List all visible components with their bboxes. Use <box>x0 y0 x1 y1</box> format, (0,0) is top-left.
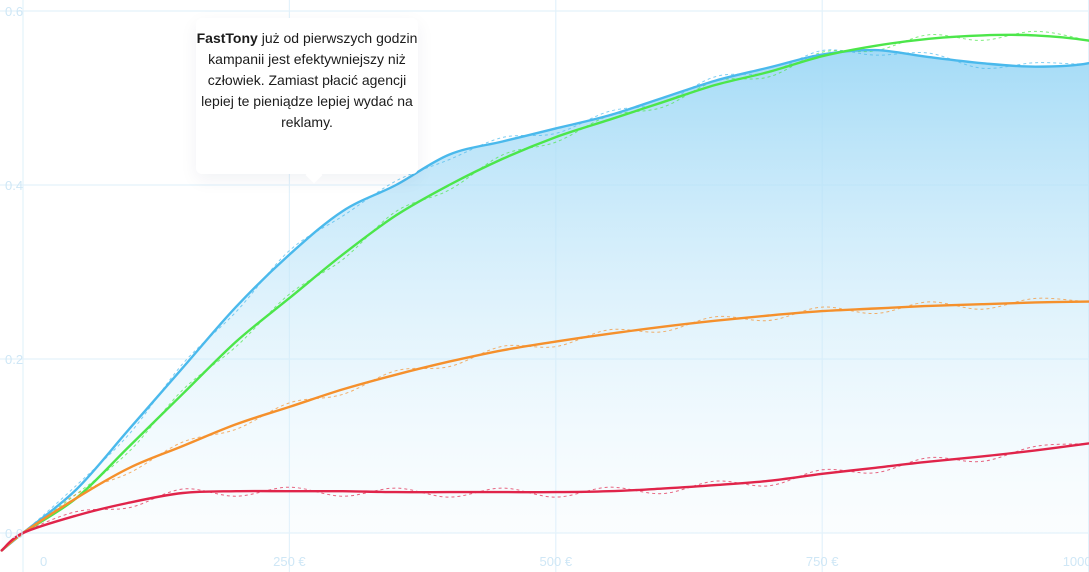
series-line <box>0 48 1089 552</box>
series-line <box>0 33 1089 552</box>
y-tick-label: 0.4 <box>5 178 23 193</box>
callout-text: już od pierwszych godzin kampanii jest e… <box>201 30 418 130</box>
x-tick-label: 0 <box>40 554 47 569</box>
callout-brand: FastTony <box>196 30 258 46</box>
series-line <box>0 300 1089 552</box>
x-tick-label: 1000 € <box>1063 554 1089 569</box>
x-tick-label: 750 € <box>806 554 839 569</box>
y-tick-label: 0.6 <box>5 4 23 19</box>
x-tick-label: 250 € <box>273 554 306 569</box>
area-fill <box>1 50 1089 551</box>
series-line <box>0 442 1089 552</box>
y-tick-label: 0.2 <box>5 352 23 367</box>
tick-labels: 0 250 € 500 € 750 € 1000 € 0.0 0.2 0.4 0.6 <box>5 4 1089 569</box>
series-lines <box>0 33 1089 552</box>
series-area <box>1 50 1089 551</box>
x-tick-label: 500 € <box>540 554 573 569</box>
callout-box: FastTony już od pierwszych godzin kampan… <box>196 18 418 184</box>
y-tick-label: 0.0 <box>5 526 23 541</box>
